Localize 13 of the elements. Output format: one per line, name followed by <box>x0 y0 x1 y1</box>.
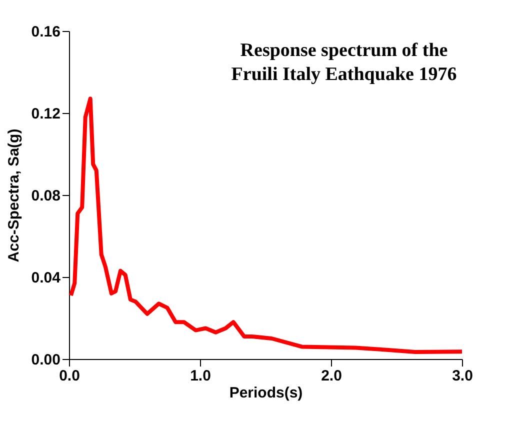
y-tick-label: 0.16 <box>31 24 60 40</box>
y-axis-title: Acc-Spectra, Sa(g) <box>5 128 22 262</box>
text: Response spectrum of the Fruili Italy Eathquake 1976 <box>231 40 457 85</box>
x-tick-label: 0.0 <box>59 368 80 384</box>
x-tick-label: 3.0 <box>452 368 473 384</box>
x-tick-label: 1.0 <box>190 368 211 384</box>
x-axis-title: Periods(s) <box>229 384 303 402</box>
y-tick-label: 0.04 <box>31 270 62 286</box>
y-tick-label: 0.12 <box>31 106 60 122</box>
y-tick-label: 0.00 <box>31 352 60 368</box>
y-tick-label: 0.08 <box>31 188 60 204</box>
line-series <box>68 96 464 354</box>
x-tick-label: 2.0 <box>321 368 342 384</box>
